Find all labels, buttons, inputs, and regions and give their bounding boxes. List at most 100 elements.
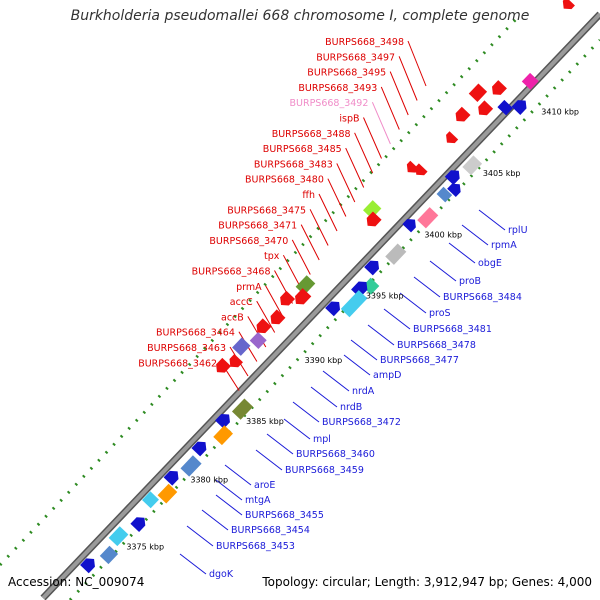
gene-box <box>436 186 453 203</box>
gene-label-blue: BURPS668_3472 <box>322 417 401 428</box>
scale-label: 3410 kbp <box>541 108 579 117</box>
gene-label-blue: aroE <box>254 480 275 491</box>
gene-arrow <box>511 100 527 115</box>
scale-label: 3375 kbp <box>126 543 164 552</box>
gene-arrow <box>364 260 380 276</box>
scale-label: 3390 kbp <box>305 356 343 365</box>
scale-label: 3380 kbp <box>190 476 228 485</box>
gene-label-blue: BURPS668_3481 <box>413 324 492 335</box>
gene-arrow <box>270 309 286 325</box>
gene-label-red: BURPS668_3463 <box>147 343 226 354</box>
gene-box <box>231 398 254 420</box>
summary-text: Topology: circular; Length: 3,912,947 bp… <box>262 575 592 589</box>
gene-label-blue: proB <box>459 276 481 287</box>
gene-arrow <box>280 290 296 306</box>
scale-label: 3405 kbp <box>483 169 521 178</box>
label-leader-lines <box>179 40 506 575</box>
gene-box <box>249 331 267 349</box>
gene-label-red: tpx <box>264 251 280 262</box>
gene-box <box>232 337 251 356</box>
gene-box <box>417 207 439 229</box>
gene-label-pink: BURPS668_3492 <box>290 98 369 109</box>
gene-label-red: BURPS668_3468 <box>192 267 271 278</box>
gene-arrow <box>446 131 459 144</box>
gene-box <box>462 155 483 176</box>
gene-arrow <box>163 470 179 486</box>
gene-label-blue: BURPS668_3478 <box>397 340 476 351</box>
gene-label-red: ispB <box>339 114 359 125</box>
gene-label-red: BURPS668_3462 <box>138 358 217 369</box>
gene-label-red: BURPS668_3475 <box>227 205 306 216</box>
gene-label-blue: nrdA <box>352 386 375 397</box>
gene-arrow <box>492 80 507 95</box>
accession-text: Accession: NC_009074 <box>8 575 145 589</box>
gene-label-red: BURPS668_3471 <box>218 221 297 232</box>
gene-box <box>142 491 159 509</box>
gene-label-blue: rpmA <box>491 240 517 251</box>
gene-label-blue: proS <box>429 308 451 319</box>
gene-box <box>99 545 119 565</box>
gene-label-red: ffh <box>302 190 315 201</box>
scale-label: 3385 kbp <box>246 417 284 426</box>
gene-label-red: BURPS668_3493 <box>298 83 377 94</box>
gene-arrow <box>406 160 419 173</box>
gene-label-blue: mtgA <box>245 495 271 506</box>
gene-label-blue: BURPS668_3455 <box>245 510 324 521</box>
gene-box <box>157 483 178 504</box>
gene-arrow <box>295 288 312 305</box>
gene-arrow <box>80 558 95 574</box>
gene-box <box>468 83 488 102</box>
gene-arrow <box>447 183 461 198</box>
gene-label-red: BURPS668_3485 <box>263 144 342 155</box>
gene-label-blue: rplU <box>508 225 528 236</box>
inner-dotted-track <box>68 38 600 600</box>
gene-label-red: BURPS668_3480 <box>245 175 324 186</box>
gene-arrow <box>256 318 272 334</box>
gene-box <box>497 99 513 116</box>
gene-box <box>180 455 202 477</box>
gene-label-blue: ampD <box>373 370 401 381</box>
gene-box <box>363 200 382 219</box>
gene-arrow <box>229 353 243 368</box>
gene-label-red: BURPS668_3495 <box>307 68 386 79</box>
gene-arrow <box>402 219 416 233</box>
gene-label-blue: dgoK <box>209 569 234 580</box>
gene-box <box>340 290 368 318</box>
gene-arrow <box>366 211 382 227</box>
gene-label-red: BURPS668_3464 <box>156 328 235 339</box>
reverse-strand-labels: BURPS668_3498 BURPS668_3497 BURPS668_3495 B… <box>138 37 404 369</box>
gene-label-red: prmA <box>236 282 262 293</box>
gene-box <box>295 275 316 296</box>
gene-box <box>521 72 539 90</box>
scale-label: 3400 kbp <box>424 230 462 239</box>
gene-label-blue: BURPS668_3459 <box>285 465 364 476</box>
gene-label-blue: BURPS668_3454 <box>231 525 310 536</box>
gene-label-blue: mpl <box>313 434 331 445</box>
gene-arrow <box>216 357 231 373</box>
gene-label-red: BURPS668_3488 <box>272 129 351 140</box>
gene-arrow <box>191 441 207 457</box>
gene-label-blue: BURPS668_3460 <box>296 449 375 460</box>
gene-label-red: accB <box>221 312 244 323</box>
gene-label-blue: nrdB <box>340 402 362 413</box>
gene-label-blue: BURPS668_3453 <box>216 541 295 552</box>
gene-label-red: BURPS668_3470 <box>209 236 288 247</box>
gene-arrow <box>415 163 428 176</box>
gene-arrow <box>215 413 230 429</box>
gene-box <box>213 425 233 446</box>
gene-arrow <box>325 301 341 317</box>
gene-arrow <box>562 0 575 10</box>
gene-box <box>108 526 129 547</box>
gene-label-red: accC <box>230 297 253 308</box>
gene-box <box>385 243 407 265</box>
gene-label-blue: BURPS668_3484 <box>443 292 522 303</box>
map-title: Burkholderia pseudomallei 668 chromosome… <box>70 8 530 24</box>
gene-arrow <box>130 517 146 533</box>
forward-strand-labels: rplU rpmA obgE proB BURPS668_3484 proS BURPS66… <box>209 225 528 580</box>
gene-label-blue: BURPS668_3477 <box>380 355 459 366</box>
scale-label: 3395 kbp <box>366 292 404 301</box>
gene-label-red: BURPS668_3498 <box>325 37 404 48</box>
gene-label-red: BURPS668_3483 <box>254 159 333 170</box>
gene-arrow <box>444 170 460 186</box>
